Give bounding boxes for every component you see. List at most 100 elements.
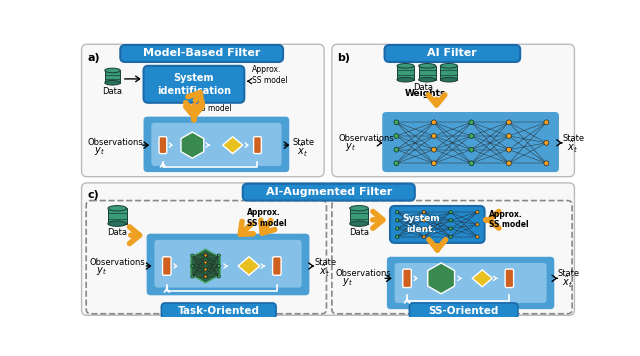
- Ellipse shape: [419, 63, 436, 68]
- Bar: [440, 66, 458, 80]
- FancyBboxPatch shape: [147, 234, 309, 295]
- FancyBboxPatch shape: [143, 117, 289, 172]
- Circle shape: [476, 235, 479, 239]
- FancyBboxPatch shape: [505, 269, 514, 288]
- Ellipse shape: [349, 221, 368, 226]
- Circle shape: [469, 161, 474, 166]
- Text: Observations: Observations: [90, 258, 145, 267]
- Circle shape: [204, 268, 207, 271]
- Circle shape: [396, 227, 399, 230]
- Circle shape: [217, 275, 220, 278]
- Circle shape: [422, 227, 426, 230]
- Text: Task-Oriented: Task-Oriented: [178, 306, 260, 316]
- Circle shape: [191, 254, 194, 257]
- Ellipse shape: [105, 80, 120, 85]
- Text: $y_t$: $y_t$: [94, 145, 105, 157]
- Text: $\hat{x}_t$: $\hat{x}_t$: [297, 143, 308, 159]
- Polygon shape: [238, 257, 260, 275]
- Circle shape: [394, 134, 399, 138]
- Circle shape: [449, 235, 452, 239]
- Text: State: State: [557, 269, 580, 278]
- Circle shape: [422, 210, 426, 214]
- Text: Data: Data: [108, 227, 127, 236]
- Circle shape: [217, 254, 220, 257]
- Ellipse shape: [440, 63, 458, 68]
- Polygon shape: [181, 132, 204, 158]
- FancyBboxPatch shape: [410, 303, 518, 318]
- Text: State: State: [314, 258, 336, 267]
- FancyBboxPatch shape: [253, 137, 261, 153]
- FancyBboxPatch shape: [332, 44, 575, 177]
- Text: Approx.
SS model: Approx. SS model: [489, 210, 529, 229]
- Circle shape: [191, 275, 194, 278]
- Text: State: State: [292, 138, 314, 147]
- FancyBboxPatch shape: [395, 263, 547, 303]
- Circle shape: [449, 219, 452, 222]
- Bar: [108, 208, 127, 224]
- Circle shape: [422, 235, 426, 239]
- Circle shape: [506, 161, 511, 166]
- Circle shape: [422, 219, 426, 222]
- FancyBboxPatch shape: [243, 184, 415, 200]
- Ellipse shape: [108, 221, 127, 226]
- Circle shape: [204, 275, 207, 278]
- Circle shape: [544, 140, 549, 145]
- Circle shape: [394, 147, 399, 152]
- Text: $\hat{x}_t$: $\hat{x}_t$: [562, 274, 573, 290]
- Ellipse shape: [397, 77, 414, 82]
- Text: $y_t$: $y_t$: [345, 141, 356, 153]
- Circle shape: [204, 261, 207, 264]
- Circle shape: [394, 161, 399, 166]
- FancyBboxPatch shape: [81, 183, 575, 315]
- FancyBboxPatch shape: [81, 44, 324, 177]
- Circle shape: [469, 147, 474, 152]
- FancyBboxPatch shape: [120, 45, 283, 62]
- Text: State: State: [562, 134, 584, 143]
- Text: System
ident.: System ident.: [402, 214, 440, 235]
- Bar: [105, 70, 120, 83]
- Text: SS-Oriented: SS-Oriented: [428, 306, 499, 316]
- Circle shape: [449, 210, 452, 214]
- Text: Model-Based Filter: Model-Based Filter: [143, 48, 260, 58]
- Text: Observations: Observations: [338, 134, 394, 143]
- FancyBboxPatch shape: [154, 240, 301, 288]
- Ellipse shape: [108, 205, 127, 211]
- Bar: [419, 66, 436, 80]
- Circle shape: [544, 161, 549, 166]
- Ellipse shape: [105, 68, 120, 73]
- Text: System
identification: System identification: [157, 73, 231, 95]
- Circle shape: [506, 147, 511, 152]
- Text: b): b): [337, 53, 350, 63]
- Text: Approx.
SS model: Approx. SS model: [246, 208, 286, 228]
- Text: Approx.
SS model: Approx. SS model: [252, 66, 287, 85]
- Circle shape: [431, 161, 436, 166]
- Ellipse shape: [419, 77, 436, 82]
- Polygon shape: [472, 270, 492, 287]
- Text: $y_t$: $y_t$: [342, 276, 353, 288]
- FancyBboxPatch shape: [387, 257, 554, 309]
- Circle shape: [476, 223, 479, 226]
- FancyBboxPatch shape: [403, 269, 412, 288]
- FancyBboxPatch shape: [143, 66, 244, 103]
- FancyBboxPatch shape: [151, 123, 282, 166]
- Ellipse shape: [349, 205, 368, 211]
- Text: Weights: Weights: [405, 89, 446, 98]
- Text: Data: Data: [413, 83, 433, 92]
- Circle shape: [469, 120, 474, 125]
- FancyBboxPatch shape: [382, 112, 559, 172]
- Circle shape: [394, 120, 399, 125]
- FancyBboxPatch shape: [273, 257, 281, 275]
- Circle shape: [396, 235, 399, 239]
- Bar: [397, 66, 414, 80]
- Circle shape: [544, 120, 549, 125]
- Ellipse shape: [397, 63, 414, 68]
- Circle shape: [396, 210, 399, 214]
- Text: AI Filter: AI Filter: [427, 48, 477, 58]
- Text: Observations: Observations: [88, 138, 143, 147]
- Text: $y_t$: $y_t$: [95, 265, 106, 277]
- FancyBboxPatch shape: [161, 303, 276, 318]
- Text: Observations: Observations: [336, 269, 392, 278]
- Circle shape: [191, 265, 194, 268]
- Circle shape: [431, 147, 436, 152]
- Circle shape: [204, 254, 207, 257]
